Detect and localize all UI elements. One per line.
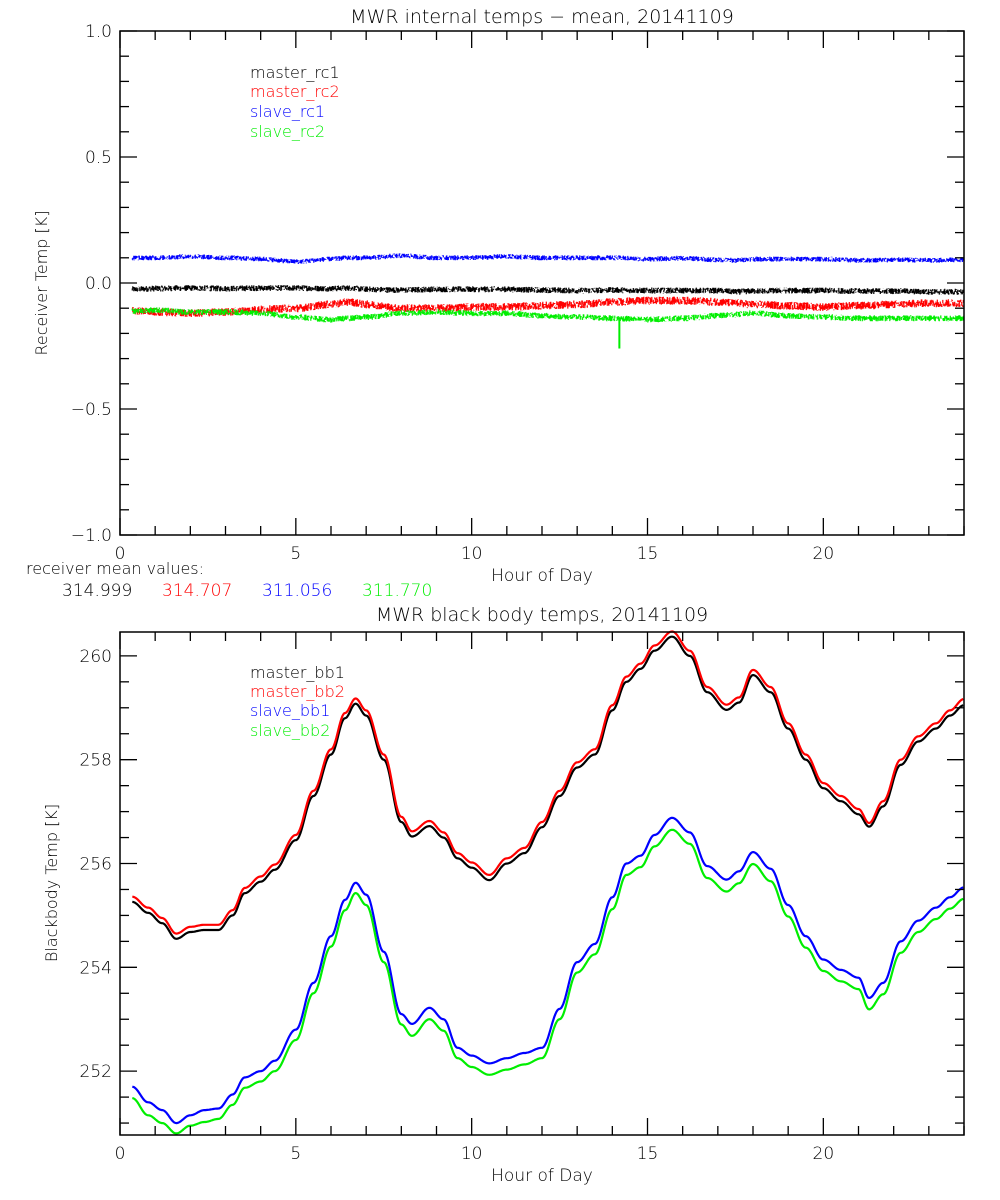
mean-value-master-rc1: 314.999 (62, 581, 132, 601)
blackbody-temps-panel: MWR black body temps, 20141109 0 5 10 15 20 2… (42, 604, 965, 1186)
x-axis-label: Hour of Day (491, 1166, 593, 1186)
axes: 0 5 10 15 20 −1.0 −0.5 0.0 0.5 1.0 (71, 22, 965, 564)
series-layer (132, 630, 964, 1135)
y-tick-label: 256 (80, 855, 112, 875)
legend-master-rc2: master_rc2 (250, 82, 340, 101)
x-tick-label: 0 (115, 544, 126, 564)
y-tick-label: −0.5 (71, 400, 112, 420)
receiver-mean-values: 314.999 314.707 311.056 311.770 (62, 581, 432, 601)
series-line-slave-bb1 (132, 816, 964, 1125)
plot-frame (119, 631, 965, 1136)
legend-slave-bb1: slave_bb1 (250, 701, 330, 720)
mean-value-slave-rc2: 311.770 (362, 581, 432, 601)
y-tick-label: 254 (80, 958, 112, 978)
y-tick-label: 0.5 (85, 148, 112, 168)
x-tick-label: 5 (290, 1144, 301, 1164)
y-tick-label: −1.0 (71, 526, 112, 546)
x-tick-label: 0 (115, 1144, 126, 1164)
x-tick-label: 20 (813, 544, 835, 564)
series-line-master-bb2 (132, 630, 964, 935)
mean-value-slave-rc1: 311.056 (262, 581, 332, 601)
plot-frame (119, 30, 965, 536)
series-line-master-rc1 (131, 285, 965, 295)
mean-value-master-rc2: 314.707 (162, 581, 232, 601)
legend: master_rc1 master_rc2 slave_rc1 slave_rc… (250, 63, 340, 141)
y-tick-label: 252 (80, 1062, 112, 1082)
series-line-slave-rc2 (131, 307, 965, 323)
y-axis-label: Blackbody Temp [K] (42, 804, 61, 962)
legend-master-bb2: master_bb2 (250, 682, 345, 701)
chart-title: MWR internal temps − mean, 20141109 (350, 6, 734, 28)
legend-slave-rc1: slave_rc1 (250, 102, 325, 121)
y-tick-label: 260 (80, 647, 112, 667)
series-line-slave-bb2 (132, 828, 964, 1135)
legend-master-bb1: master_bb1 (250, 663, 345, 682)
receiver-mean-label: receiver mean values: (26, 559, 204, 578)
y-axis-label: Receiver Temp [K] (32, 210, 51, 355)
y-tick-label: 0.0 (85, 274, 112, 294)
receiver-temps-panel: MWR internal temps − mean, 20141109 0 5 10… (26, 6, 965, 601)
x-tick-label: 15 (637, 1144, 659, 1164)
x-tick-label: 20 (813, 1144, 835, 1164)
y-tick-label: 258 (80, 751, 112, 771)
legend-master-rc1: master_rc1 (250, 63, 340, 82)
x-tick-label: 5 (290, 544, 301, 564)
x-tick-label: 15 (637, 544, 659, 564)
legend: master_bb1 master_bb2 slave_bb1 slave_bb… (250, 663, 345, 740)
x-tick-label: 10 (461, 544, 483, 564)
series-line-master-bb1 (132, 635, 964, 940)
y-tick-label: 1.0 (85, 22, 112, 42)
x-tick-label: 10 (461, 1144, 483, 1164)
legend-slave-bb2: slave_bb2 (250, 721, 330, 740)
legend-slave-rc2: slave_rc2 (250, 122, 325, 141)
axes: 0 5 10 15 20 252 254 256 258 260 (80, 631, 965, 1164)
x-axis-label: Hour of Day (491, 566, 593, 586)
series-layer (131, 253, 965, 349)
series-line-slave-rc1 (131, 253, 965, 264)
chart-title: MWR black body temps, 20141109 (376, 604, 708, 626)
